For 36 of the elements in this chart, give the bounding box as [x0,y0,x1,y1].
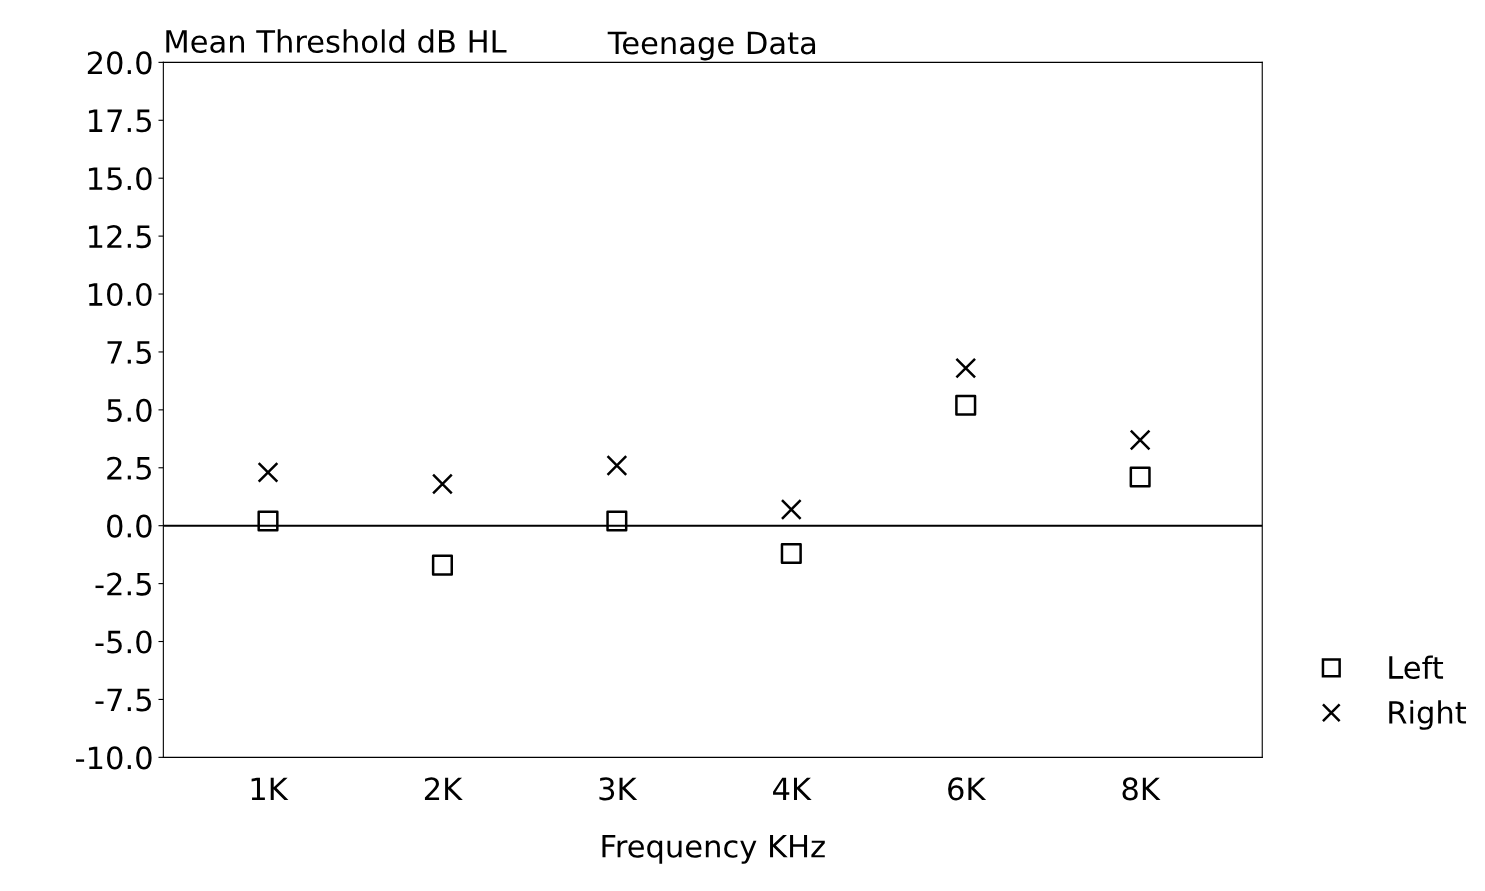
point [257,461,279,483]
point [431,554,453,576]
y-tick-label: 10.0 [88,282,152,307]
point [780,542,802,565]
point [955,394,977,416]
point [955,357,977,379]
point [1129,429,1151,451]
chart-title: Teenage Data [607,31,816,61]
x-tick-label: 3K [599,777,638,801]
point [257,510,279,532]
x-tick-label: 6K [948,777,987,801]
legend-label: Right [1389,700,1467,730]
y-tick-label: 17.5 [88,109,151,133]
x-tick-label: 8K [1122,777,1161,801]
y-tick-label: 12.5 [88,225,151,249]
y-axis-title: Mean Threshold dB HL [166,29,507,53]
x-tick-label: 4K [773,777,812,801]
y-tick-label: 7.5 [107,341,151,364]
y-tick-label: -5.0 [95,630,152,654]
point [780,498,802,521]
y-tick-label: 15.0 [88,167,152,191]
legend-label: Left [1389,655,1444,680]
y-tick-label: 20.0 [87,51,152,75]
x-tick-label: 1K [251,777,289,801]
y-tick-label: 2.5 [107,456,151,480]
point [431,473,453,495]
y-tick-label: -10.0 [76,746,152,770]
point [606,510,628,532]
y-tick-label: -2.5 [95,572,151,596]
y-tick-label: 0.0 [107,514,152,538]
x-axis-title: Frequency KHz [602,835,825,864]
y-tick-label: 5.0 [107,398,152,422]
x-tick-label: 2K [424,777,463,801]
y-tick-label: -7.5 [95,688,151,712]
point [1129,466,1151,488]
point [606,454,628,477]
